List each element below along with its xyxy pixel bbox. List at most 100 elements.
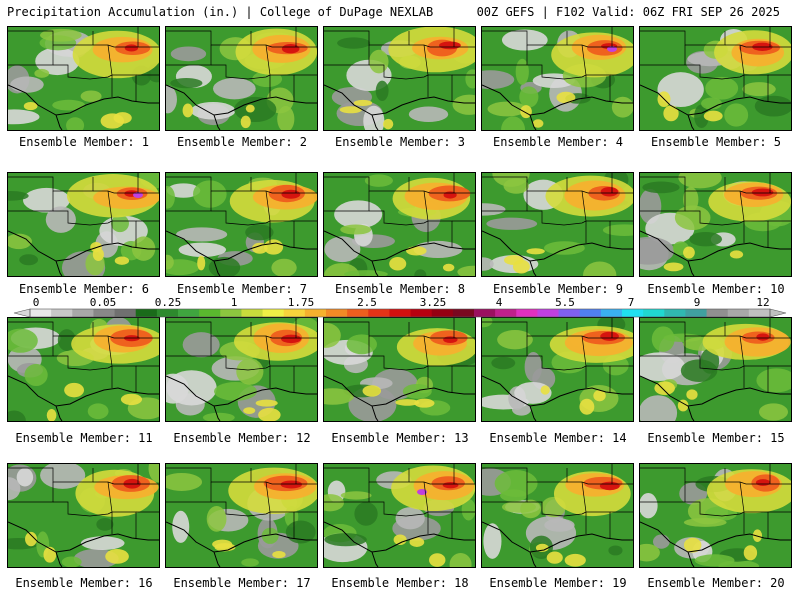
precip-field-5 <box>640 27 791 130</box>
ensemble-member-map-19 <box>481 463 634 568</box>
colorbar-graphic: 0 0.05 0.25 1 1.75 2.5 3.25 4 5.5 7 9 12 <box>13 296 787 318</box>
colorbar-segment <box>537 309 560 317</box>
ensemble-member-map-17 <box>165 463 318 568</box>
ensemble-member-label-7: Ensemble Member: 7 <box>176 282 308 296</box>
precip-field-15 <box>640 318 791 421</box>
ensemble-member-label-2: Ensemble Member: 2 <box>176 135 308 149</box>
colorbar-segment <box>495 309 517 317</box>
ensemble-member-map-5 <box>639 26 792 131</box>
colorbar-segment <box>579 309 602 317</box>
ensemble-member-map-10 <box>639 172 792 277</box>
ensemble-member-label-15: Ensemble Member: 15 <box>647 431 785 445</box>
colorbar-tick-label: 0.25 <box>155 296 182 309</box>
ensemble-member-map-1 <box>7 26 160 131</box>
ensemble-member-label-17: Ensemble Member: 17 <box>173 576 311 590</box>
colorbar-segment <box>685 309 708 317</box>
colorbar-tick-label: 1 <box>231 296 238 309</box>
ensemble-member-label-5: Ensemble Member: 5 <box>650 135 782 149</box>
colorbar-segment <box>558 309 581 317</box>
ensemble-member-label-6: Ensemble Member: 6 <box>18 282 150 296</box>
precip-field-8 <box>324 173 475 276</box>
colorbar-segment <box>30 309 52 317</box>
colorbar-segment <box>516 309 538 317</box>
ensemble-member-label-8: Ensemble Member: 8 <box>334 282 466 296</box>
precip-field-10 <box>640 173 791 276</box>
colorbar-tick-label: 1.75 <box>288 296 315 309</box>
colorbar-segment <box>622 309 644 317</box>
ensemble-member-map-12 <box>165 317 318 422</box>
precipitation-colorbar: 0 0.05 0.25 1 1.75 2.5 3.25 4 5.5 7 9 12 <box>0 296 800 320</box>
ensemble-member-map-8 <box>323 172 476 277</box>
colorbar-segment <box>199 309 221 317</box>
colorbar-tick-label: 4 <box>496 296 503 309</box>
colorbar-tick-label: 9 <box>694 296 701 309</box>
header-run-info: 00Z GEFS | F102 Valid: 06Z FRI SEP 26 20… <box>476 5 780 19</box>
precip-field-17 <box>166 464 317 567</box>
precip-field-2 <box>166 27 317 130</box>
ensemble-member-map-11 <box>7 317 160 422</box>
precip-field-18 <box>324 464 475 567</box>
ensemble-member-map-13 <box>323 317 476 422</box>
ensemble-member-label-18: Ensemble Member: 18 <box>331 576 469 590</box>
colorbar-segment <box>474 309 496 317</box>
colorbar-segment <box>178 309 200 317</box>
ensemble-member-label-16: Ensemble Member: 16 <box>15 576 153 590</box>
colorbar-segment <box>452 309 475 317</box>
colorbar-segment <box>431 309 454 317</box>
precip-field-6 <box>8 173 159 276</box>
colorbar-segment <box>368 309 390 317</box>
precip-field-13 <box>324 318 475 421</box>
colorbar-tick-label: 12 <box>756 296 769 309</box>
ensemble-member-label-19: Ensemble Member: 19 <box>489 576 627 590</box>
colorbar-tick-label: 0 <box>33 296 40 309</box>
colorbar-segment <box>114 309 137 317</box>
colorbar-segment <box>51 309 73 317</box>
colorbar-segment <box>93 309 116 317</box>
ensemble-member-label-9: Ensemble Member: 9 <box>492 282 624 296</box>
colorbar-segment <box>326 309 348 317</box>
ensemble-member-label-3: Ensemble Member: 3 <box>334 135 466 149</box>
ensemble-member-map-15 <box>639 317 792 422</box>
ensemble-member-map-7 <box>165 172 318 277</box>
colorbar-segment <box>241 309 264 317</box>
colorbar-segment <box>706 309 729 317</box>
precip-field-7 <box>166 173 317 276</box>
colorbar-tick-label: 7 <box>628 296 635 309</box>
precip-field-16 <box>8 464 159 567</box>
ensemble-member-label-11: Ensemble Member: 11 <box>15 431 153 445</box>
precip-field-20 <box>640 464 791 567</box>
ensemble-member-map-2 <box>165 26 318 131</box>
ensemble-member-map-6 <box>7 172 160 277</box>
colorbar-min-arrow <box>13 308 31 318</box>
ensemble-member-map-9 <box>481 172 634 277</box>
precip-field-19 <box>482 464 633 567</box>
ensemble-member-label-10: Ensemble Member: 10 <box>647 282 785 296</box>
colorbar-segment <box>643 309 665 317</box>
colorbar-segment <box>135 309 158 317</box>
precip-field-12 <box>166 318 317 421</box>
ensemble-member-map-3 <box>323 26 476 131</box>
colorbar-segment <box>283 309 306 317</box>
colorbar-segment <box>410 309 433 317</box>
precip-field-3 <box>324 27 475 130</box>
ensemble-member-map-14 <box>481 317 634 422</box>
colorbar-segment <box>389 309 412 317</box>
precip-field-9 <box>482 173 633 276</box>
colorbar-segment <box>304 309 327 317</box>
precip-field-11 <box>8 318 159 421</box>
ensemble-member-label-1: Ensemble Member: 1 <box>18 135 150 149</box>
precip-field-4 <box>482 27 633 130</box>
colorbar-segment <box>347 309 369 317</box>
ensemble-member-label-14: Ensemble Member: 14 <box>489 431 627 445</box>
colorbar-tick-label: 0.05 <box>90 296 117 309</box>
ensemble-member-map-18 <box>323 463 476 568</box>
colorbar-max-arrow <box>769 308 787 318</box>
colorbar-segment <box>72 309 94 317</box>
colorbar-segment <box>664 309 686 317</box>
colorbar-segment <box>156 309 179 317</box>
ensemble-member-label-4: Ensemble Member: 4 <box>492 135 624 149</box>
colorbar-tick-label: 5.5 <box>555 296 575 309</box>
ensemble-member-label-12: Ensemble Member: 12 <box>173 431 311 445</box>
colorbar-segment <box>748 309 771 317</box>
colorbar-segment <box>600 309 623 317</box>
